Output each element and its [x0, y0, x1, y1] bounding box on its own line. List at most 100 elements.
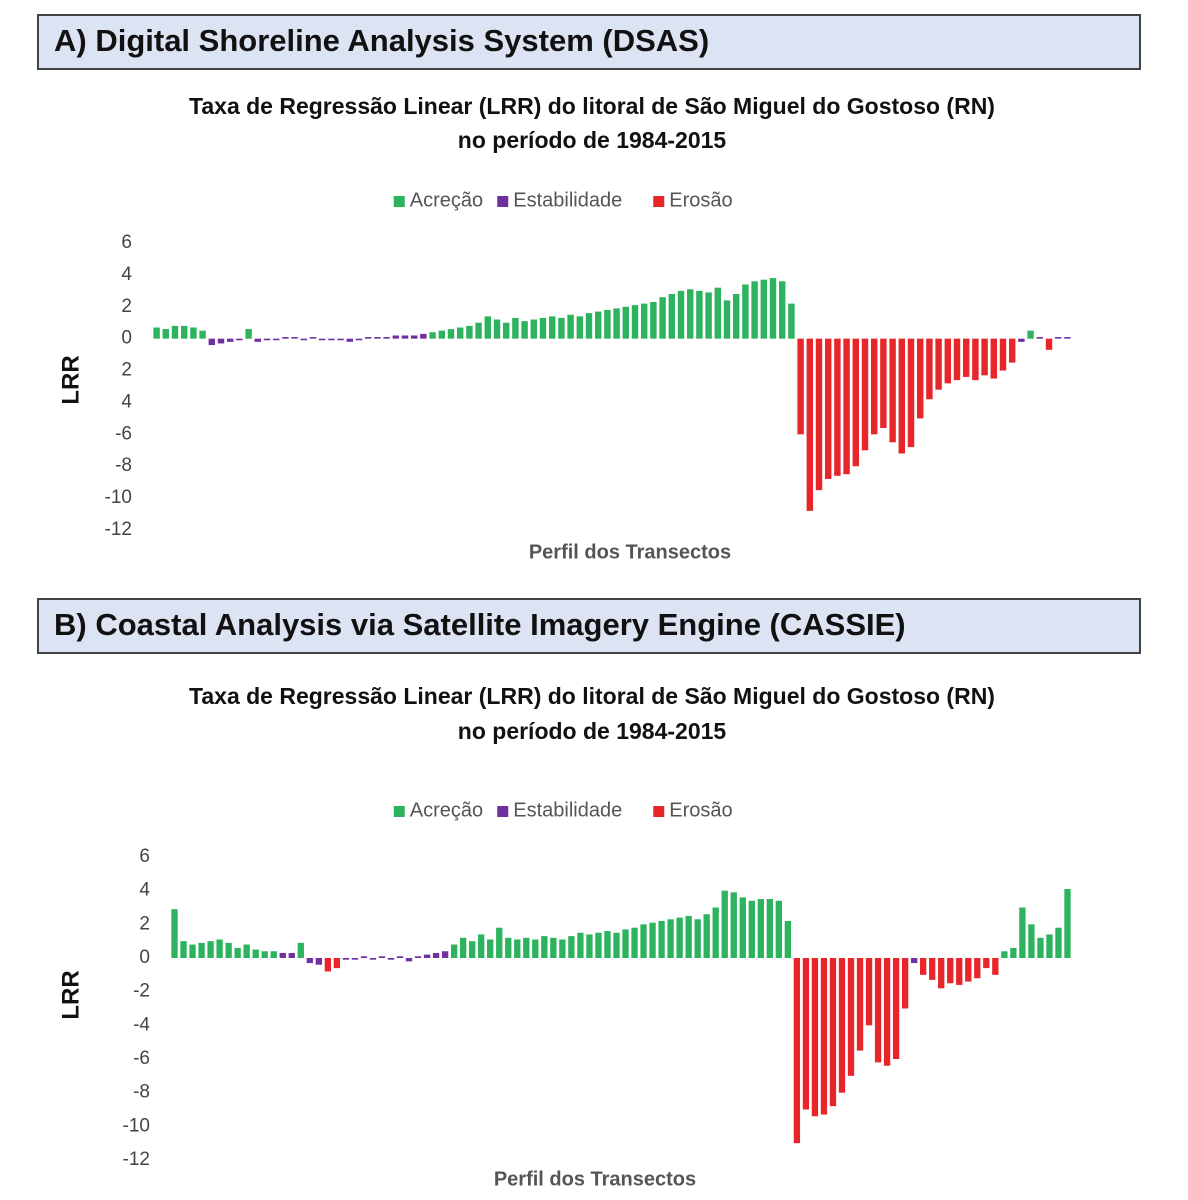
bar — [604, 931, 611, 958]
bar — [396, 956, 404, 958]
bar — [861, 338, 869, 451]
bar — [447, 329, 455, 339]
bar — [539, 317, 547, 339]
bar — [649, 922, 656, 958]
y-tick-label: 4 — [121, 391, 132, 412]
bar — [410, 335, 418, 339]
bar — [910, 958, 918, 964]
bar — [236, 338, 243, 341]
bar — [272, 338, 280, 341]
bar — [355, 338, 363, 341]
y-tick-label: -10 — [105, 487, 132, 508]
bar — [309, 337, 317, 339]
bar — [217, 338, 225, 344]
bar — [514, 939, 521, 958]
bar — [1010, 947, 1017, 958]
bar — [1036, 337, 1044, 339]
bar — [234, 947, 241, 958]
bar — [558, 317, 565, 339]
bar — [811, 958, 819, 1117]
bar — [658, 920, 665, 958]
bar — [935, 338, 942, 390]
legend-label: Estabilidade — [513, 799, 622, 821]
bar — [383, 337, 390, 339]
legend-swatch — [393, 806, 405, 817]
bar — [775, 900, 783, 958]
bar — [420, 333, 427, 339]
bar — [694, 919, 701, 958]
bar — [974, 958, 981, 979]
bar — [892, 958, 900, 1059]
bar — [351, 958, 359, 960]
bar — [705, 292, 712, 339]
bar — [337, 338, 344, 341]
bar — [252, 949, 259, 958]
bar — [254, 338, 262, 342]
legend-label: Estabilidade — [513, 189, 622, 211]
bar — [829, 958, 837, 1107]
y-tick-label: -12 — [105, 519, 132, 540]
y-tick-label: -6 — [115, 423, 132, 444]
bar — [328, 338, 335, 341]
bar — [847, 958, 855, 1076]
bar — [567, 314, 574, 339]
bar — [613, 932, 620, 958]
legend-swatch — [497, 196, 509, 207]
bar — [594, 311, 602, 339]
bar — [189, 944, 196, 958]
bar — [484, 316, 492, 339]
bar — [703, 914, 710, 958]
bar — [414, 956, 422, 958]
bar — [965, 958, 972, 982]
bar — [1018, 338, 1025, 342]
chart-title: Taxa de Regressão Linear (LRR) do litora… — [189, 683, 995, 709]
bar — [972, 338, 979, 381]
bar — [263, 338, 271, 341]
bar — [493, 319, 501, 339]
bar — [622, 306, 630, 339]
bar — [962, 338, 970, 377]
y-axis-label: LRR — [57, 970, 84, 1019]
bar — [824, 338, 832, 479]
bar — [466, 325, 473, 339]
bar — [450, 944, 458, 958]
bar — [721, 890, 728, 958]
bar — [838, 958, 846, 1093]
bar — [916, 338, 924, 419]
bar — [788, 303, 795, 339]
y-tick-label: -2 — [133, 981, 150, 1002]
bar — [180, 325, 188, 339]
legend-label: Erosão — [669, 189, 732, 211]
y-tick-label: -4 — [133, 1014, 150, 1035]
bar — [760, 279, 768, 339]
bar — [659, 297, 666, 339]
bar — [748, 900, 755, 958]
bar — [245, 329, 252, 339]
bar — [898, 338, 906, 454]
bar — [523, 937, 530, 958]
bar — [360, 956, 368, 958]
bar — [929, 958, 936, 980]
panel-header-box — [37, 14, 1141, 70]
bar — [1054, 337, 1062, 339]
legend-label: Erosão — [669, 799, 732, 821]
bar — [171, 909, 178, 958]
bar — [667, 919, 674, 958]
bar — [712, 907, 719, 958]
bar — [521, 321, 528, 339]
y-tick-label: -6 — [133, 1048, 150, 1069]
bar — [532, 939, 539, 958]
bar — [198, 942, 205, 958]
bar — [441, 951, 449, 958]
bar — [1046, 934, 1053, 958]
bar — [324, 958, 332, 972]
bar — [291, 337, 298, 339]
bar — [369, 958, 377, 960]
bar — [306, 958, 313, 964]
bar — [429, 332, 436, 339]
y-tick-label: -10 — [123, 1115, 150, 1136]
bar — [992, 958, 999, 975]
bar — [288, 952, 295, 958]
bar — [769, 278, 777, 339]
bar — [243, 944, 250, 958]
